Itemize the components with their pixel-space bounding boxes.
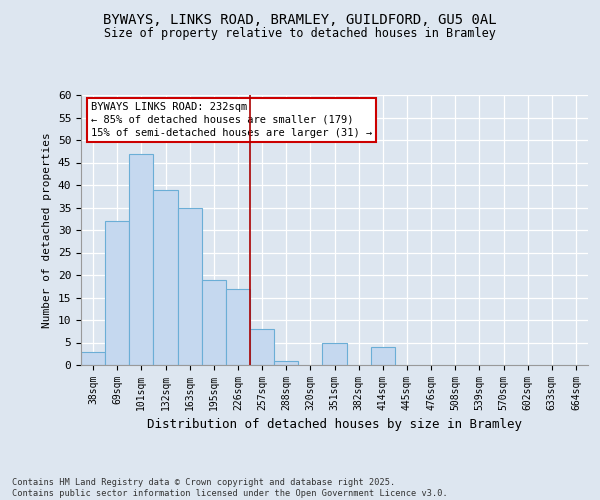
Bar [202, 280, 226, 365]
Bar [178, 208, 202, 365]
Bar [274, 360, 298, 365]
Y-axis label: Number of detached properties: Number of detached properties [42, 132, 52, 328]
Bar [154, 190, 178, 365]
Text: Contains HM Land Registry data © Crown copyright and database right 2025.
Contai: Contains HM Land Registry data © Crown c… [12, 478, 448, 498]
Text: BYWAYS LINKS ROAD: 232sqm
← 85% of detached houses are smaller (179)
15% of semi: BYWAYS LINKS ROAD: 232sqm ← 85% of detac… [91, 102, 373, 138]
Text: BYWAYS, LINKS ROAD, BRAMLEY, GUILDFORD, GU5 0AL: BYWAYS, LINKS ROAD, BRAMLEY, GUILDFORD, … [103, 12, 497, 26]
X-axis label: Distribution of detached houses by size in Bramley: Distribution of detached houses by size … [147, 418, 522, 432]
Bar [250, 329, 274, 365]
Bar [226, 288, 250, 365]
Bar [371, 347, 395, 365]
Bar [129, 154, 154, 365]
Text: Size of property relative to detached houses in Bramley: Size of property relative to detached ho… [104, 28, 496, 40]
Bar [105, 221, 129, 365]
Bar [322, 342, 347, 365]
Bar [81, 352, 105, 365]
